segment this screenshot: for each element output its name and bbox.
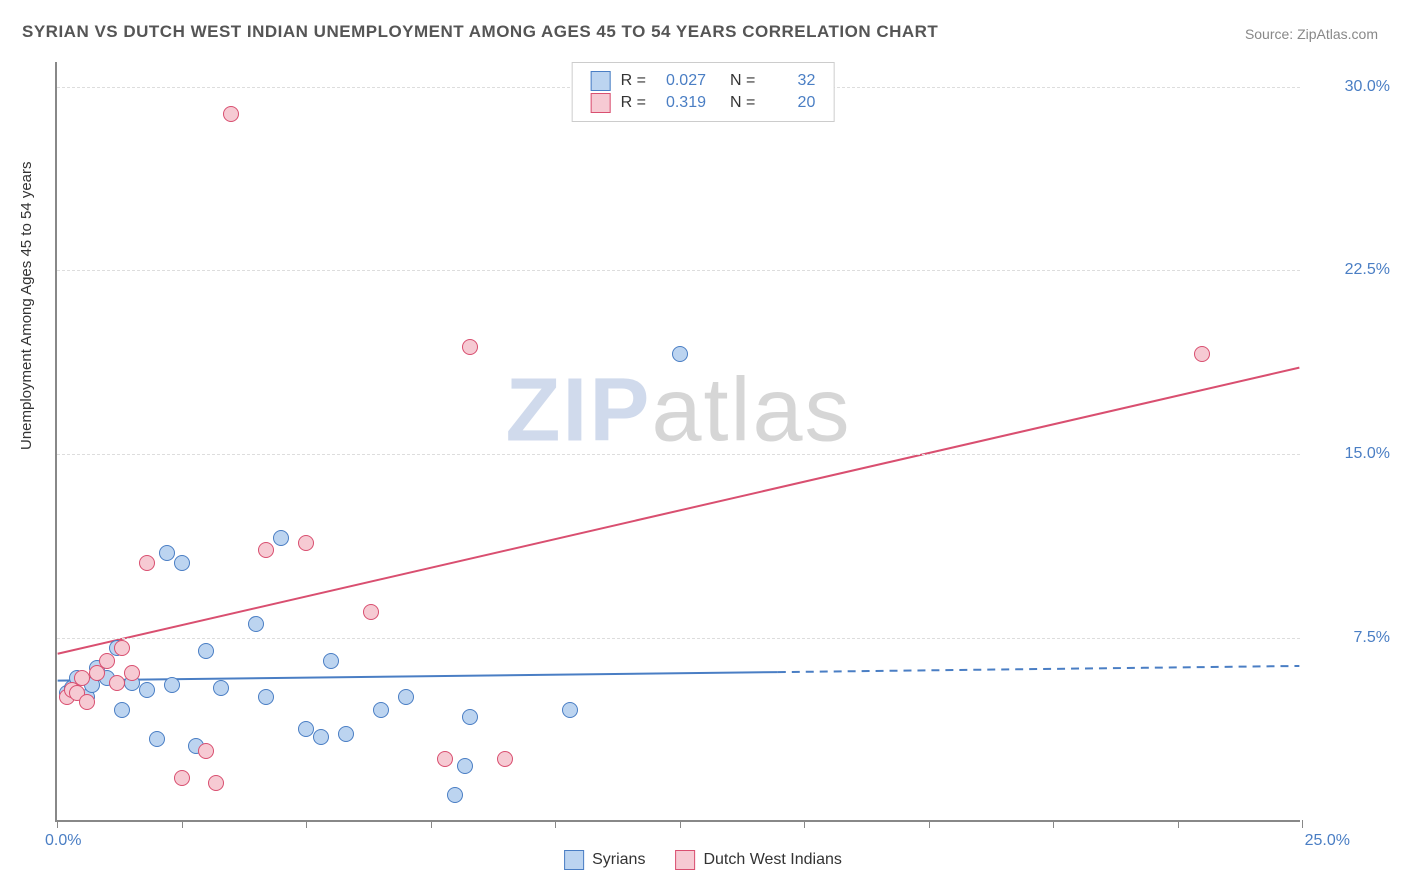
x-tick: [680, 820, 681, 828]
data-point: [139, 682, 155, 698]
x-tick: [555, 820, 556, 828]
data-point: [672, 346, 688, 362]
legend-swatch: [564, 850, 584, 870]
y-tick-label: 22.5%: [1310, 261, 1390, 279]
trend-lines-layer: [57, 62, 1300, 820]
data-point: [338, 726, 354, 742]
x-tick: [57, 820, 58, 828]
stats-n-value: 32: [765, 72, 815, 90]
data-point: [447, 787, 463, 803]
trend-line-solid: [58, 368, 1300, 654]
y-tick-label: 15.0%: [1310, 445, 1390, 463]
data-point: [223, 106, 239, 122]
data-point: [497, 751, 513, 767]
data-point: [437, 751, 453, 767]
data-point: [109, 675, 125, 691]
data-point: [258, 689, 274, 705]
data-point: [174, 555, 190, 571]
data-point: [462, 709, 478, 725]
x-tick: [1053, 820, 1054, 828]
chart-title: SYRIAN VS DUTCH WEST INDIAN UNEMPLOYMENT…: [22, 22, 938, 42]
x-tick: [1302, 820, 1303, 828]
stats-n-value: 20: [765, 94, 815, 112]
legend-label: Syrians: [592, 851, 645, 869]
gridline: [57, 454, 1300, 455]
stats-n-label: N =: [730, 94, 755, 112]
data-point: [99, 653, 115, 669]
data-point: [149, 731, 165, 747]
data-point: [79, 694, 95, 710]
trend-line-dashed: [778, 666, 1300, 672]
x-tick: [182, 820, 183, 828]
data-point: [273, 530, 289, 546]
data-point: [248, 616, 264, 632]
stats-swatch: [591, 93, 611, 113]
x-axis-start-label: 0.0%: [45, 832, 81, 850]
stats-row: R = 0.319 N = 20: [591, 93, 816, 113]
data-point: [313, 729, 329, 745]
data-point: [198, 743, 214, 759]
data-point: [398, 689, 414, 705]
stats-legend-box: R = 0.027 N = 32 R = 0.319 N = 20: [572, 62, 835, 122]
data-point: [1194, 346, 1210, 362]
data-point: [114, 640, 130, 656]
x-tick: [804, 820, 805, 828]
data-point: [298, 535, 314, 551]
stats-swatch: [591, 71, 611, 91]
data-point: [363, 604, 379, 620]
data-point: [457, 758, 473, 774]
data-point: [74, 670, 90, 686]
legend-item: Dutch West Indians: [675, 850, 841, 870]
chart-container: SYRIAN VS DUTCH WEST INDIAN UNEMPLOYMENT…: [0, 0, 1406, 892]
data-point: [323, 653, 339, 669]
data-point: [298, 721, 314, 737]
data-point: [208, 775, 224, 791]
y-tick-label: 7.5%: [1310, 629, 1390, 647]
legend-item: Syrians: [564, 850, 645, 870]
stats-n-label: N =: [730, 72, 755, 90]
source-attribution: Source: ZipAtlas.com: [1245, 26, 1378, 42]
x-tick: [306, 820, 307, 828]
data-point: [174, 770, 190, 786]
stats-r-value: 0.027: [656, 72, 706, 90]
x-tick: [929, 820, 930, 828]
legend-label: Dutch West Indians: [703, 851, 841, 869]
data-point: [462, 339, 478, 355]
data-point: [159, 545, 175, 561]
gridline: [57, 638, 1300, 639]
x-tick: [431, 820, 432, 828]
gridline: [57, 270, 1300, 271]
y-tick-label: 30.0%: [1310, 78, 1390, 96]
x-tick: [1178, 820, 1179, 828]
data-point: [124, 665, 140, 681]
data-point: [164, 677, 180, 693]
data-point: [213, 680, 229, 696]
stats-r-value: 0.319: [656, 94, 706, 112]
data-point: [139, 555, 155, 571]
data-point: [198, 643, 214, 659]
y-axis-label: Unemployment Among Ages 45 to 54 years: [18, 161, 35, 450]
plot-area: ZIPatlas 0.0% 25.0% 7.5%15.0%22.5%30.0%: [55, 62, 1300, 822]
stats-r-label: R =: [621, 72, 646, 90]
stats-row: R = 0.027 N = 32: [591, 71, 816, 91]
series-legend: Syrians Dutch West Indians: [564, 850, 842, 870]
data-point: [114, 702, 130, 718]
legend-swatch: [675, 850, 695, 870]
x-axis-end-label: 25.0%: [1305, 832, 1350, 850]
data-point: [258, 542, 274, 558]
stats-r-label: R =: [621, 94, 646, 112]
data-point: [373, 702, 389, 718]
data-point: [562, 702, 578, 718]
